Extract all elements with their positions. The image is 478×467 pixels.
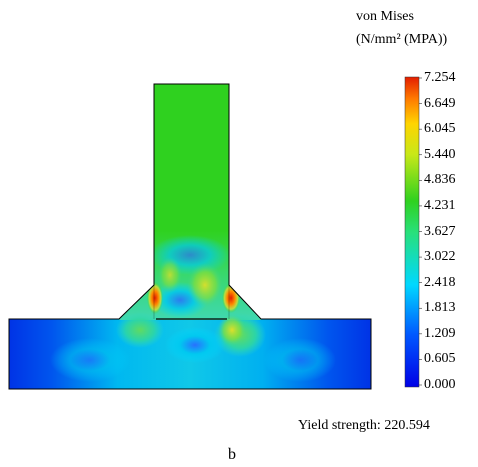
figure-caption: b <box>228 446 236 463</box>
legend-tick-label: 0.000 <box>424 377 456 392</box>
hotspot-left-toe <box>147 282 163 314</box>
part-outline <box>8 83 372 390</box>
legend-tick-label: 1.813 <box>424 300 456 316</box>
legend-tick-label: 4.231 <box>424 197 456 213</box>
legend-tick-label: 0.605 <box>424 351 456 367</box>
legend-tick-label: 3.627 <box>424 223 456 239</box>
legend-tick-label: 5.440 <box>424 146 456 162</box>
legend-tick-marks <box>419 77 422 386</box>
legend-tick-label: 2.418 <box>424 274 456 290</box>
legend-tick-label: 6.649 <box>424 95 456 111</box>
legend-colorbar <box>404 76 420 388</box>
legend-tick-label: 3.022 <box>424 249 456 265</box>
legend-tick-label: 7.254 <box>424 70 456 85</box>
legend-tick-label: 1.209 <box>424 325 456 341</box>
legend-title-line2: (N/mm² (MPA)) <box>356 32 448 47</box>
legend-tick-label: 6.045 <box>424 121 456 137</box>
yield-strength-label: Yield strength: 220.594 <box>298 418 430 433</box>
legend-tick-label: 4.836 <box>424 172 456 188</box>
legend-title-line1: von Mises <box>356 9 414 24</box>
stress-field <box>9 84 371 389</box>
